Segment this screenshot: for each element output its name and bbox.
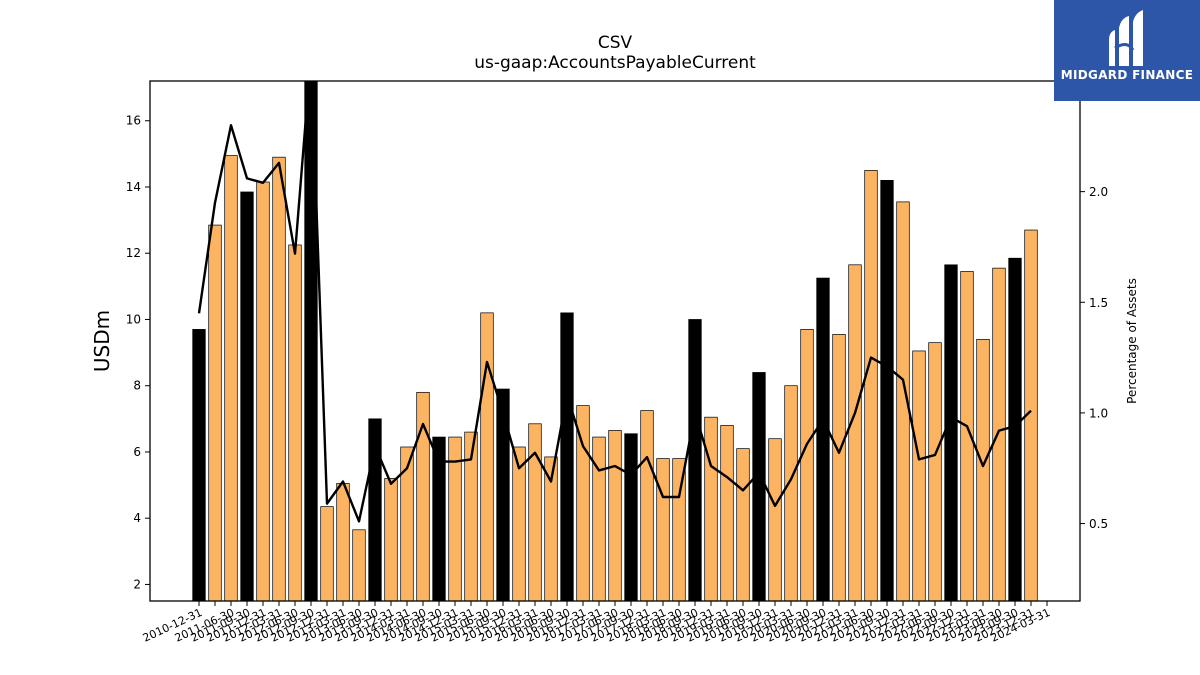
bar-annual xyxy=(688,319,702,601)
series-line xyxy=(197,81,1032,523)
bar-annual xyxy=(944,264,958,601)
bar-annual xyxy=(496,388,510,601)
y-tick-label: 2 xyxy=(133,577,141,591)
bar-annual xyxy=(752,372,766,601)
bar xyxy=(416,391,430,601)
bar xyxy=(544,456,558,601)
logo-text: MIDGARD FINANCE xyxy=(1060,68,1194,82)
plot-area xyxy=(192,81,1038,601)
bar xyxy=(976,338,990,601)
bar xyxy=(736,448,750,601)
bar-annual xyxy=(304,81,318,601)
bar xyxy=(336,483,350,601)
chart-subtitle: us-gaap:AccountsPayableCurrent xyxy=(474,53,756,73)
bar xyxy=(640,410,654,601)
bar xyxy=(208,224,222,601)
chart-title: CSV xyxy=(598,33,633,53)
y-tick-label: 6 xyxy=(133,445,141,459)
bar xyxy=(480,312,494,601)
bar xyxy=(512,446,526,601)
bar xyxy=(224,155,238,601)
y-tick-label: 12 xyxy=(126,246,141,260)
y2-tick-label: 1.5 xyxy=(1089,296,1108,310)
bar xyxy=(784,385,798,601)
bar xyxy=(384,478,398,601)
bar xyxy=(928,342,942,601)
bar-annual xyxy=(560,312,574,601)
bar xyxy=(320,506,334,601)
y2-tick-label: 1.0 xyxy=(1089,406,1108,420)
bar-annual xyxy=(192,329,206,601)
bar xyxy=(960,271,974,601)
bar xyxy=(256,181,270,601)
bar xyxy=(272,156,286,601)
y2-tick-label: 2.0 xyxy=(1089,185,1108,199)
bar-annual xyxy=(880,180,894,601)
bar xyxy=(720,425,734,601)
bar xyxy=(992,267,1006,601)
y-tick-label: 8 xyxy=(133,379,141,393)
y-axis-right: 0.51.01.52.02.5 xyxy=(1080,75,1108,531)
bar xyxy=(864,170,878,601)
bar xyxy=(704,416,718,601)
y-tick-label: 14 xyxy=(126,180,141,194)
bar-annual xyxy=(240,191,254,601)
y-tick-label: 16 xyxy=(126,114,141,128)
bar xyxy=(848,264,862,601)
bar xyxy=(800,329,814,601)
y-tick-label: 4 xyxy=(133,511,141,525)
bar xyxy=(576,405,590,601)
bar xyxy=(288,244,302,601)
bar xyxy=(400,446,414,601)
bar xyxy=(832,334,846,601)
y-axis-left: 2 4 6 8 10 12 14 16 xyxy=(126,114,150,591)
bar xyxy=(608,430,622,601)
x-axis: 2010-12-312011-06-302011-09-302011-12-31… xyxy=(141,601,1052,645)
bar xyxy=(656,458,670,601)
y2-tick-label: 0.5 xyxy=(1089,517,1108,531)
y-tick-label: 10 xyxy=(126,312,141,326)
logo: MIDGARD FINANCE xyxy=(1054,0,1200,101)
bar xyxy=(912,350,926,601)
bar xyxy=(768,438,782,601)
bar xyxy=(528,423,542,601)
bar-annual xyxy=(1008,257,1022,601)
bar-annual xyxy=(624,433,638,601)
bar-annual xyxy=(816,277,830,601)
y2-axis-label: Percentage of Assets xyxy=(1125,278,1139,404)
bar xyxy=(352,529,366,601)
y-axis-label: USDm xyxy=(90,310,114,372)
logo-mark-icon xyxy=(1109,10,1143,66)
